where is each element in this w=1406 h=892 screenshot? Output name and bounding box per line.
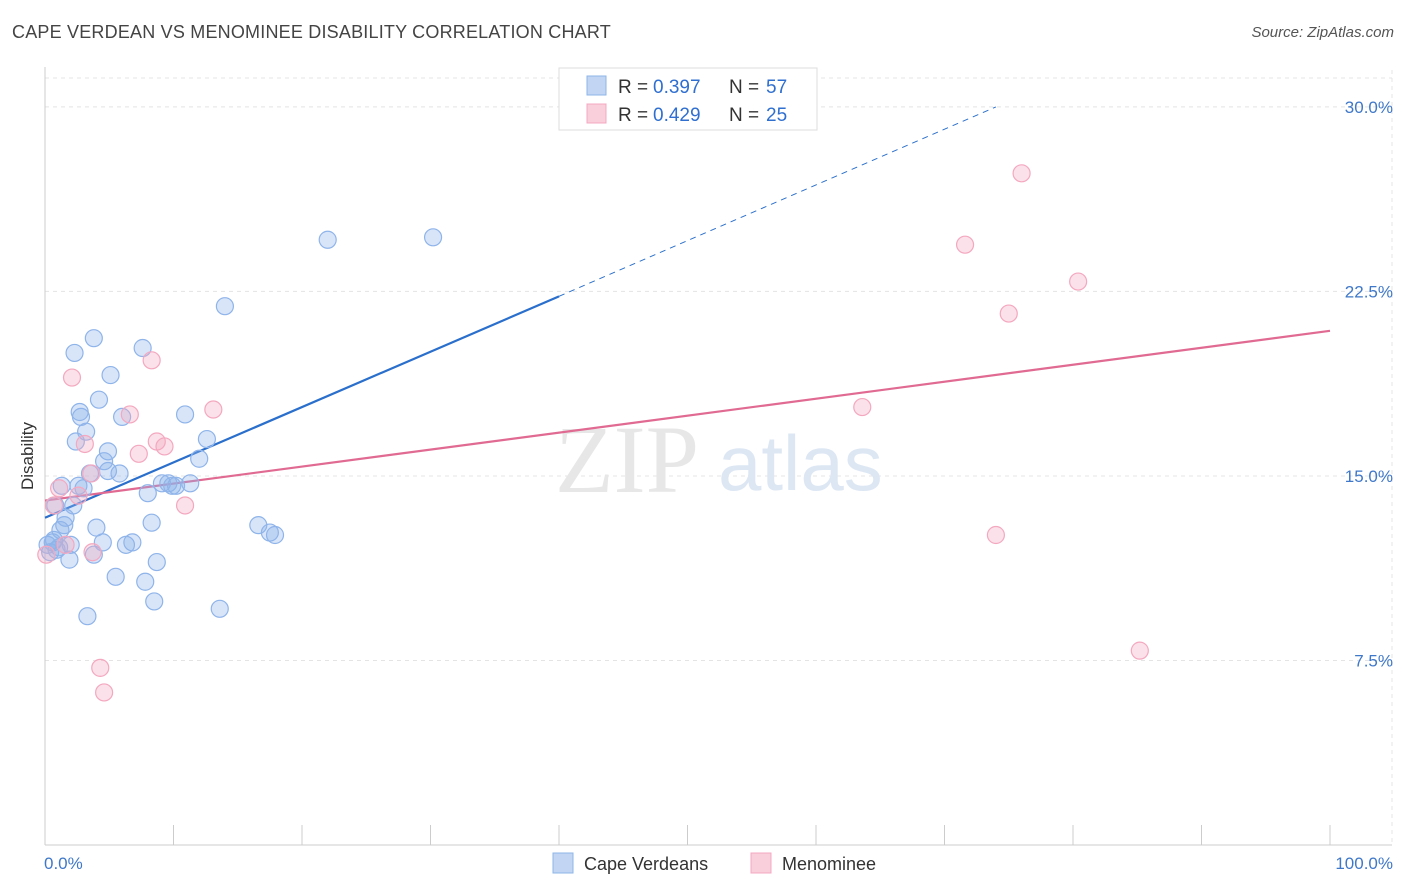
point-cape-verdeans [190,449,209,468]
trend-line-menominee [44,329,1331,502]
point-menominee [56,535,75,554]
point-menominee [204,400,223,419]
point-menominee [82,464,101,483]
legend-n-label: N = [729,105,759,126]
point-cape-verdeans [163,476,182,495]
point-menominee [955,235,975,254]
point-cape-verdeans [89,390,109,409]
point-cape-verdeans [136,572,155,591]
bottom-legend: Cape Verdeans Menominee [552,852,876,874]
watermark-zip: ZIP [555,406,699,513]
point-cape-verdeans [78,607,97,626]
point-menominee [155,437,174,456]
point-menominee [62,368,82,387]
chart-title: CAPE VERDEAN VS MENOMINEE DISABILITY COR… [12,22,611,42]
point-menominee [853,397,872,417]
point-cape-verdeans [98,442,118,461]
legend-r-value: 0.429 [653,105,701,126]
point-cape-verdeans [138,484,157,503]
source-label: Source: ZipAtlas.com [1251,24,1394,41]
watermark: ZIP atlas [555,406,883,513]
y-tick-label: 7.5% [1354,651,1393,670]
point-cape-verdeans [110,464,129,483]
point-menominee [91,658,110,677]
point-menominee [44,496,64,515]
point-cape-verdeans [106,567,125,586]
point-menominee [986,525,1006,545]
point-cape-verdeans [175,405,195,424]
point-cape-verdeans [47,540,66,559]
point-cape-verdeans [166,476,186,495]
point-menominee [999,304,1018,323]
point-cape-verdeans [423,228,443,247]
x-tick-label: 0.0% [44,854,83,873]
x-tick-label: 100.0% [1335,854,1393,873]
point-cape-verdeans [318,230,337,249]
point-cape-verdeans [64,496,83,515]
point-menominee [142,351,161,370]
point-cape-verdeans [215,297,234,316]
trend-line-extension-cape-verdeans [558,106,997,297]
point-cape-verdeans [147,552,166,572]
point-menominee [83,543,102,562]
point-cape-verdeans [101,365,120,385]
point-menominee [50,479,69,498]
trend-lines [44,106,1331,519]
axis-ticks: 7.5% 15.0% 22.5% 30.0% 0.0% 100.0% [44,98,1393,873]
point-menominee [175,496,195,515]
grid-lines [45,70,1393,845]
point-cape-verdeans [142,513,161,532]
point-cape-verdeans [145,592,164,611]
point-cape-verdeans [65,343,84,363]
point-menominee [1069,272,1088,291]
point-cape-verdeans [95,452,114,471]
y-axis-title: Disability [18,421,37,490]
bottom-legend-label-cape-verdeans: Cape Verdeans [584,854,708,874]
y-tick-label: 30.0% [1345,98,1393,117]
point-menominee [95,683,114,702]
bottom-legend-swatch-cape-verdeans [552,852,574,874]
watermark-atlas: atlas [718,419,883,507]
point-menominee [37,545,56,564]
point-cape-verdeans [210,599,229,618]
data-points [37,164,1149,702]
trend-line-cape-verdeans [44,295,560,519]
point-cape-verdeans [123,533,142,552]
point-menominee [120,405,139,424]
bottom-legend-swatch-menominee [750,852,772,874]
point-menominee [129,444,148,463]
point-menominee [69,486,88,505]
legend-r-value: 0.397 [653,77,701,98]
legend-swatch-cape-verdeans [586,75,607,96]
legend-swatch-menominee [586,103,607,124]
point-cape-verdeans [61,535,80,554]
point-cape-verdeans [181,474,200,493]
point-cape-verdeans [55,516,74,535]
y-tick-label: 15.0% [1345,467,1393,486]
legend-r-label: R = [618,105,648,126]
point-cape-verdeans [265,525,285,545]
point-menominee [75,434,94,454]
legend-n-label: N = [729,77,759,98]
bottom-legend-label-menominee: Menominee [782,854,876,874]
legend: R = 0.397 N = 57 R = 0.429 N = 25 [558,67,818,131]
legend-n-value: 57 [766,77,787,98]
y-tick-label: 22.5% [1345,282,1393,301]
point-cape-verdeans [84,329,103,348]
axes [44,67,1392,846]
point-menominee [1130,641,1149,660]
point-menominee [1012,164,1031,183]
legend-r-label: R = [618,77,648,98]
point-cape-verdeans [60,550,79,569]
point-cape-verdeans [133,338,152,358]
point-cape-verdeans [197,429,217,449]
legend-n-value: 25 [766,105,787,126]
